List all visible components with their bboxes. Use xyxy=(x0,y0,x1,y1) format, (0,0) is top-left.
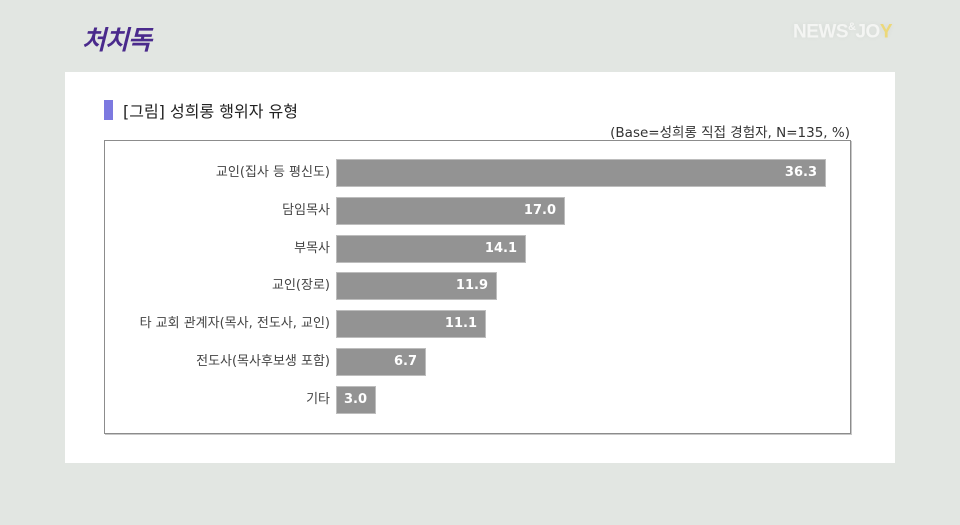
channel-logo: 처치독 xyxy=(82,26,152,56)
value-label: 6.7 xyxy=(393,354,417,369)
category-label: 교인(장로) xyxy=(272,278,330,294)
bar-row: 교인(집사 등 평신도) 36.3 xyxy=(105,159,850,187)
bar: 36.3 xyxy=(336,159,826,187)
brand-accent: Y xyxy=(879,21,893,43)
bar: 14.1 xyxy=(336,234,526,263)
bar-row: 기타 3.0 xyxy=(105,385,850,414)
category-label: 전도사(목사후보생 포함) xyxy=(196,354,330,369)
bar-row: 전도사(목사후보생 포함) 6.7 xyxy=(105,348,850,376)
category-label: 타 교회 관계자(목사, 전도사, 교인) xyxy=(139,316,330,332)
figure-title: [그림] 성희롱 행위자 유형 xyxy=(104,98,298,122)
bar: 3.0 xyxy=(336,385,376,414)
bar-chart: 교인(집사 등 평신도) 36.3 담임목사 17.0 부목사 14.1 교인(장로) 11.… xyxy=(104,140,851,434)
category-label: 담임목사 xyxy=(282,202,330,218)
brand-text: NEWS xyxy=(793,21,849,43)
value-label: 11.1 xyxy=(444,316,477,332)
base-note: (Base=성희롱 직접 경험자, N=135, %) xyxy=(610,125,850,141)
value-label: 3.0 xyxy=(343,391,367,407)
brand-text-2: JO xyxy=(855,21,880,43)
value-label: 17.0 xyxy=(523,202,556,218)
bar-row: 타 교회 관계자(목사, 전도사, 교인) 11.1 xyxy=(105,310,850,339)
title-marker-icon xyxy=(104,100,113,120)
bar-row: 부목사 14.1 xyxy=(105,234,850,263)
bar: 11.1 xyxy=(336,310,486,339)
category-label: 교인(집사 등 평신도) xyxy=(215,165,330,180)
value-label: 11.9 xyxy=(455,278,488,294)
bar: 17.0 xyxy=(336,196,565,225)
category-label: 부목사 xyxy=(294,240,330,256)
value-label: 14.1 xyxy=(484,240,517,256)
brand-ampersand: & xyxy=(848,21,856,33)
bar-row: 교인(장로) 11.9 xyxy=(105,272,850,301)
newsnjoy-watermark: NEWS&JOY xyxy=(793,21,893,43)
bar: 6.7 xyxy=(336,348,426,376)
bar-row: 담임목사 17.0 xyxy=(105,196,850,225)
category-label: 기타 xyxy=(306,391,330,407)
value-label: 36.3 xyxy=(784,165,817,180)
bar: 11.9 xyxy=(336,272,497,301)
figure-title-text: [그림] 성희롱 행위자 유형 xyxy=(123,102,298,121)
